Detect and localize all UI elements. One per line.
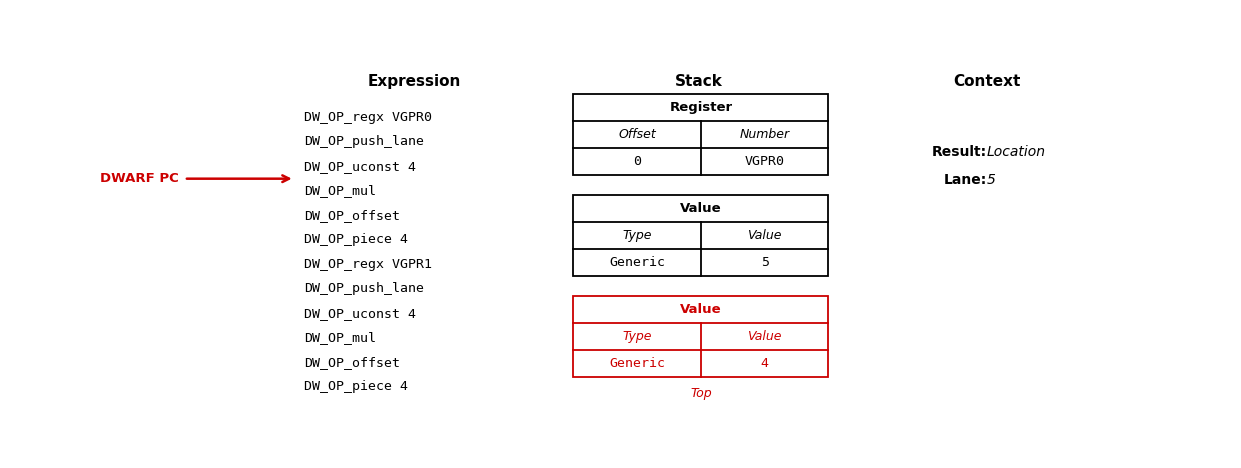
- Text: DW_OP_uconst 4: DW_OP_uconst 4: [304, 160, 416, 173]
- Text: 0: 0: [633, 155, 642, 168]
- Text: DW_OP_offset: DW_OP_offset: [304, 209, 400, 222]
- Text: DW_OP_mul: DW_OP_mul: [304, 184, 376, 197]
- Text: VGPR0: VGPR0: [745, 155, 784, 168]
- Text: DW_OP_push_lane: DW_OP_push_lane: [304, 135, 424, 148]
- Text: Register: Register: [669, 101, 732, 114]
- Text: Value: Value: [747, 330, 782, 343]
- Text: DW_OP_regx VGPR1: DW_OP_regx VGPR1: [304, 258, 432, 271]
- Bar: [573, 195, 829, 276]
- Text: Generic: Generic: [609, 357, 665, 370]
- Text: Type: Type: [623, 330, 652, 343]
- Text: 5: 5: [761, 256, 768, 269]
- Text: Number: Number: [740, 128, 789, 141]
- Text: DWARF PC: DWARF PC: [101, 172, 179, 185]
- Text: Expression: Expression: [369, 74, 462, 89]
- Text: Value: Value: [747, 229, 782, 242]
- Text: Offset: Offset: [618, 128, 656, 141]
- Text: DW_OP_uconst 4: DW_OP_uconst 4: [304, 307, 416, 320]
- Text: DW_OP_mul: DW_OP_mul: [304, 331, 376, 344]
- Text: Stack: Stack: [675, 74, 722, 89]
- Text: Result:: Result:: [932, 145, 987, 159]
- Text: Top: Top: [690, 387, 712, 400]
- Text: Context: Context: [953, 74, 1021, 89]
- Text: Value: Value: [680, 303, 722, 316]
- Text: Location: Location: [987, 145, 1046, 159]
- Text: DW_OP_piece 4: DW_OP_piece 4: [304, 234, 408, 247]
- Text: DW_OP_regx VGPR0: DW_OP_regx VGPR0: [304, 111, 432, 124]
- Bar: [573, 296, 829, 377]
- Text: 5: 5: [987, 174, 997, 188]
- Text: 4: 4: [761, 357, 768, 370]
- Text: Generic: Generic: [609, 256, 665, 269]
- Bar: [573, 94, 829, 175]
- Text: DW_OP_push_lane: DW_OP_push_lane: [304, 283, 424, 295]
- Text: Lane:: Lane:: [944, 174, 987, 188]
- Text: DW_OP_piece 4: DW_OP_piece 4: [304, 380, 408, 394]
- Text: Type: Type: [623, 229, 652, 242]
- Text: DW_OP_offset: DW_OP_offset: [304, 356, 400, 369]
- Text: Value: Value: [680, 202, 722, 215]
